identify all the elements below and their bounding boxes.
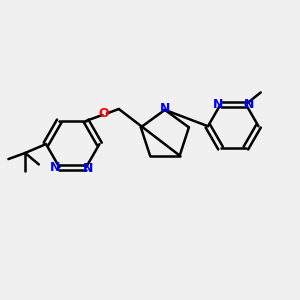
Text: N: N xyxy=(160,102,170,115)
Text: N: N xyxy=(82,162,93,175)
Text: N: N xyxy=(244,98,254,111)
Text: O: O xyxy=(99,107,109,120)
Text: N: N xyxy=(50,161,60,174)
Text: N: N xyxy=(212,98,223,111)
